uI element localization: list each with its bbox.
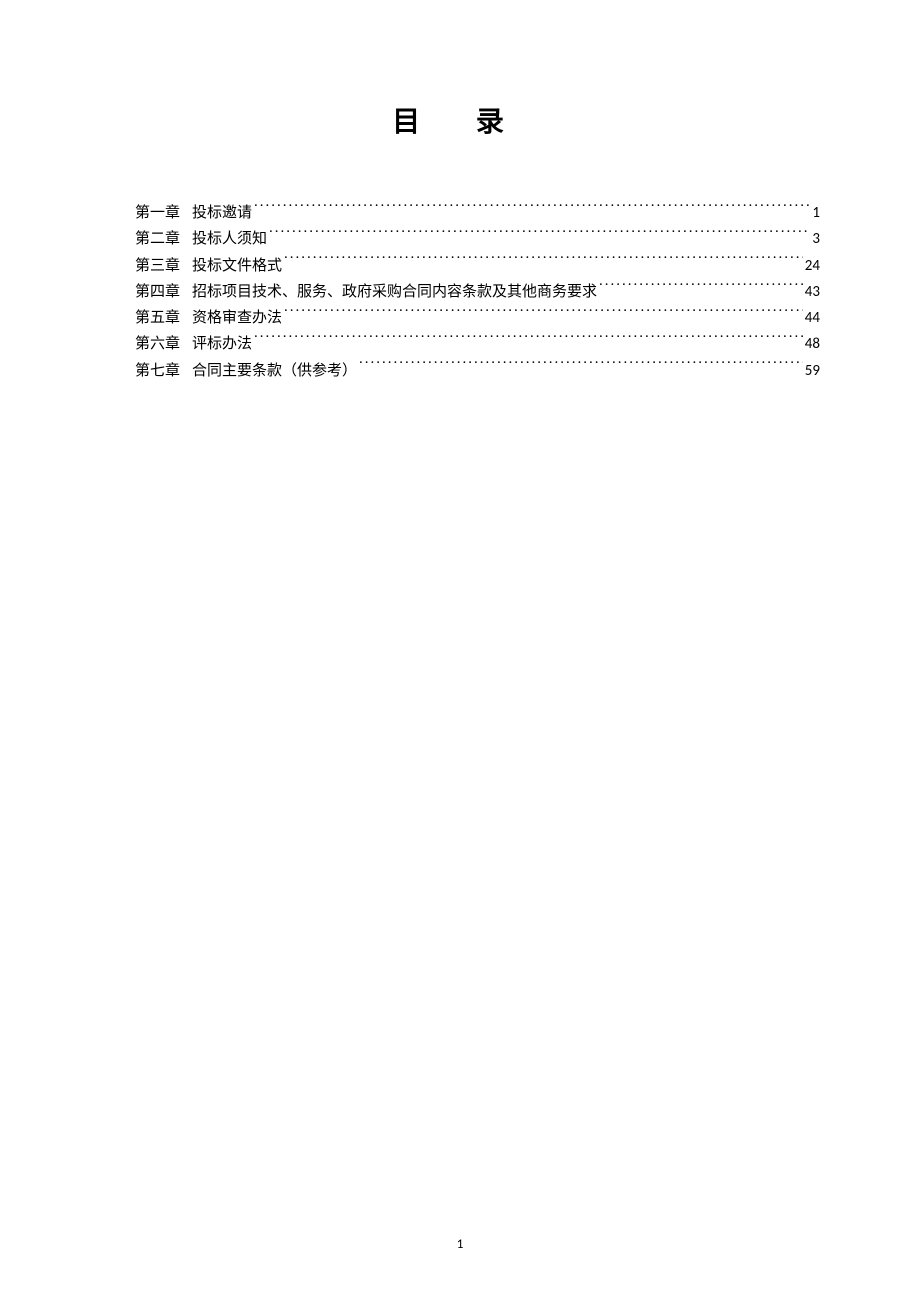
toc-leader-dots <box>599 281 803 296</box>
page-content: 目 录 第一章 投标邀请 1 第二章 投标人须知 3 第三章 投标文件格式 24… <box>0 0 920 384</box>
toc-page-number: 43 <box>805 279 820 305</box>
toc-chapter: 第三章 <box>135 253 180 279</box>
toc-page-number: 3 <box>812 226 820 252</box>
toc-leader-dots <box>284 307 803 322</box>
toc-item-title: 投标文件格式 <box>192 253 282 279</box>
toc-title: 目 录 <box>100 100 820 140</box>
toc-chapter: 第二章 <box>135 226 180 252</box>
toc-leader-dots <box>254 333 803 348</box>
toc-leader-dots <box>269 228 810 243</box>
toc-leader-dots <box>254 202 810 217</box>
toc-item-title: 评标办法 <box>192 331 252 357</box>
toc-entry: 第三章 投标文件格式 24 <box>135 253 820 279</box>
toc-item-title: 资格审查办法 <box>192 305 282 331</box>
toc-entry: 第四章 招标项目技术、服务、政府采购合同内容条款及其他商务要求 43 <box>135 279 820 305</box>
toc-item-title: 投标邀请 <box>192 200 252 226</box>
page-footer-number: 1 <box>0 1237 920 1252</box>
toc-item-title: 合同主要条款（供参考） <box>192 358 357 384</box>
toc-entry: 第五章 资格审查办法 44 <box>135 305 820 331</box>
toc-page-number: 44 <box>805 305 820 331</box>
toc-leader-dots <box>284 255 803 270</box>
toc-chapter: 第五章 <box>135 305 180 331</box>
toc-item-title: 招标项目技术、服务、政府采购合同内容条款及其他商务要求 <box>192 279 597 305</box>
toc-page-number: 1 <box>812 200 820 226</box>
toc-entry: 第七章 合同主要条款（供参考） 59 <box>135 358 820 384</box>
toc-entry: 第二章 投标人须知 3 <box>135 226 820 252</box>
toc-chapter: 第一章 <box>135 200 180 226</box>
toc-page-number: 59 <box>805 358 820 384</box>
toc-entry: 第六章 评标办法 48 <box>135 331 820 357</box>
toc-page-number: 24 <box>805 253 820 279</box>
table-of-contents: 第一章 投标邀请 1 第二章 投标人须知 3 第三章 投标文件格式 24 第四章… <box>100 200 820 384</box>
toc-chapter: 第六章 <box>135 331 180 357</box>
toc-chapter: 第七章 <box>135 358 180 384</box>
toc-leader-dots <box>359 360 803 375</box>
toc-chapter: 第四章 <box>135 279 180 305</box>
toc-item-title: 投标人须知 <box>192 226 267 252</box>
toc-entry: 第一章 投标邀请 1 <box>135 200 820 226</box>
toc-page-number: 48 <box>805 331 820 357</box>
